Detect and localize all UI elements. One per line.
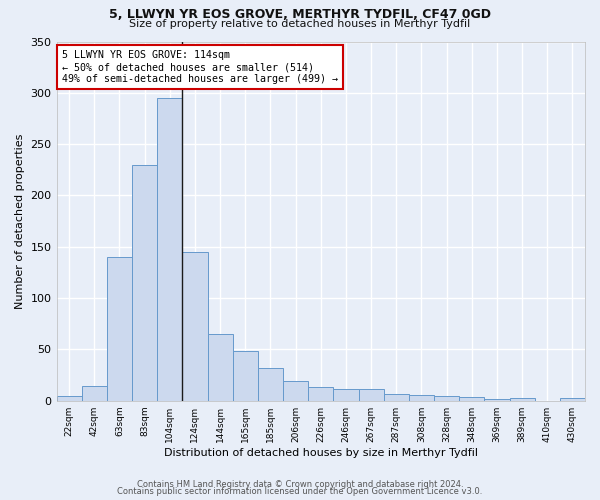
Y-axis label: Number of detached properties: Number of detached properties: [15, 134, 25, 309]
Bar: [82, 386, 107, 400]
Bar: [308, 388, 334, 400]
Bar: [283, 381, 308, 400]
X-axis label: Distribution of detached houses by size in Merthyr Tydfil: Distribution of detached houses by size …: [164, 448, 478, 458]
Bar: [157, 98, 182, 400]
Bar: [383, 394, 409, 400]
Bar: [409, 394, 434, 400]
Bar: [107, 257, 132, 400]
Bar: [258, 368, 283, 400]
Bar: [182, 252, 208, 400]
Bar: [132, 164, 157, 400]
Bar: [434, 396, 459, 400]
Bar: [233, 352, 258, 401]
Bar: [484, 398, 509, 400]
Bar: [359, 390, 383, 400]
Bar: [56, 396, 82, 400]
Text: Size of property relative to detached houses in Merthyr Tydfil: Size of property relative to detached ho…: [130, 19, 470, 29]
Bar: [560, 398, 585, 400]
Bar: [208, 334, 233, 400]
Bar: [459, 396, 484, 400]
Text: 5, LLWYN YR EOS GROVE, MERTHYR TYDFIL, CF47 0GD: 5, LLWYN YR EOS GROVE, MERTHYR TYDFIL, C…: [109, 8, 491, 20]
Bar: [334, 390, 359, 400]
Bar: [509, 398, 535, 400]
Text: Contains HM Land Registry data © Crown copyright and database right 2024.: Contains HM Land Registry data © Crown c…: [137, 480, 463, 489]
Text: Contains public sector information licensed under the Open Government Licence v3: Contains public sector information licen…: [118, 487, 482, 496]
Text: 5 LLWYN YR EOS GROVE: 114sqm
← 50% of detached houses are smaller (514)
49% of s: 5 LLWYN YR EOS GROVE: 114sqm ← 50% of de…: [62, 50, 338, 84]
